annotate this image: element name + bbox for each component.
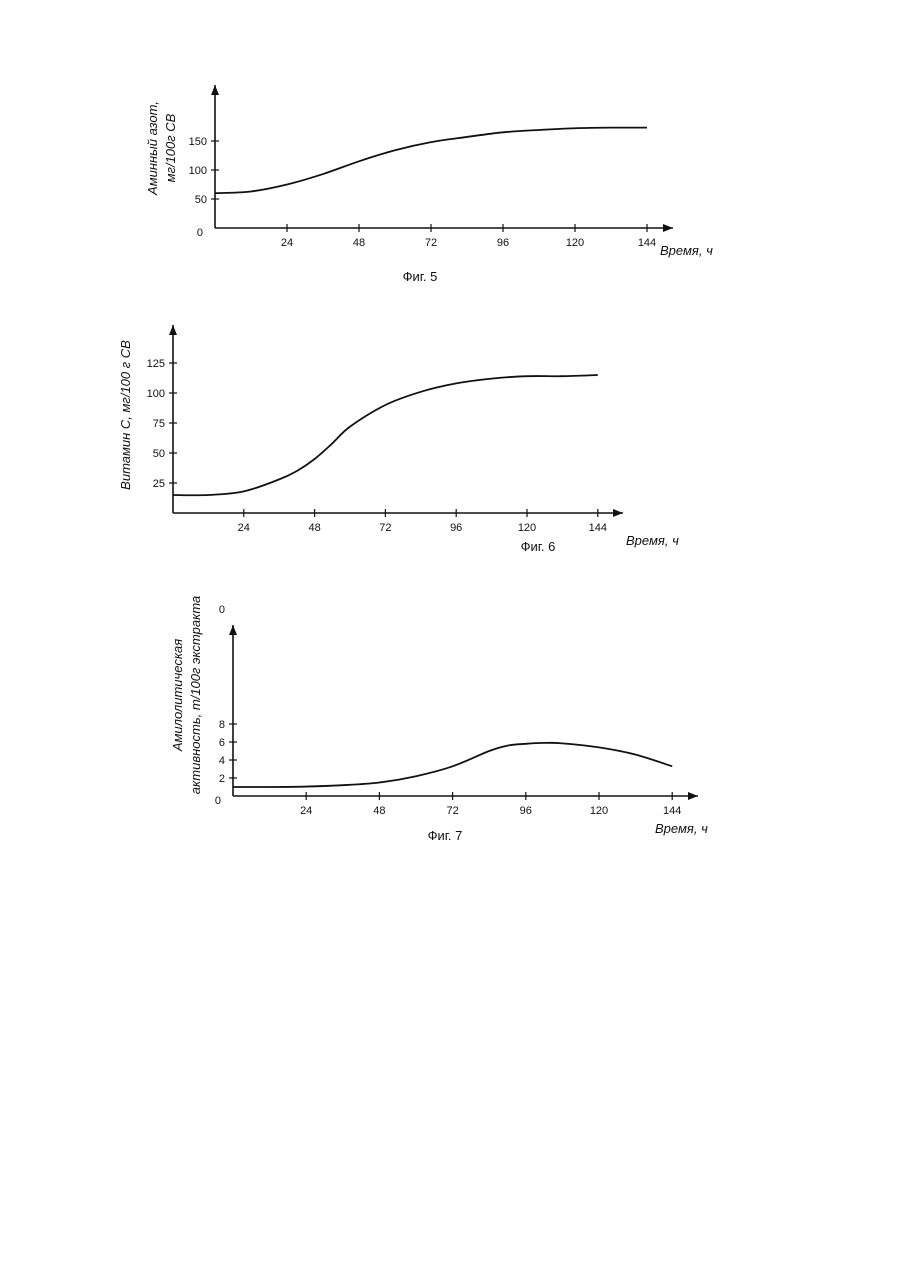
- series-line: [173, 375, 598, 495]
- y-tick-label: 8: [219, 719, 225, 731]
- figure-caption: Фиг. 6: [521, 539, 556, 554]
- x-tick-label: 144: [663, 805, 681, 817]
- origin-label: 0: [197, 227, 203, 239]
- chart-fig7: 24487296120144246800Время, чФиг. 7Амилол…: [145, 575, 745, 855]
- x-tick-label: 24: [238, 522, 250, 534]
- series-line: [233, 743, 672, 787]
- figure-6: 24 48 72 96 120 144 25 50 75 100 125 Время, ч Фиг. 6…: [108, 305, 773, 555]
- y-tick-label: 150: [189, 136, 207, 148]
- y-axis-label-line2: активность, т/100г экстракта: [188, 596, 203, 795]
- chart-fig6: 24 48 72 96 120 144 25 50 75 100 125 Время, ч Фиг. 6…: [108, 305, 773, 555]
- x-tick-label: 48: [373, 805, 385, 817]
- y-tick-label: 125: [147, 358, 165, 370]
- x-tick-label: 96: [497, 237, 509, 249]
- figure-5: 24 48 72 96 120 144 50 100 150 0 Время, ч Фиг. 5 Ами…: [120, 60, 740, 290]
- origin-label: 0: [215, 795, 221, 807]
- y-tick-label: 100: [147, 388, 165, 400]
- y-tick-label: 50: [153, 448, 165, 460]
- y-axis-label-line1: Амилолитическая: [170, 639, 185, 752]
- y-tick-label: 100: [189, 165, 207, 177]
- y-tick-label: 75: [153, 418, 165, 430]
- y-axis-arrow: [169, 325, 177, 335]
- x-tick-label: 120: [566, 237, 584, 249]
- figure-caption: Фиг. 7: [428, 828, 463, 843]
- y-axis-arrow: [229, 625, 237, 635]
- chart-fig5: 24 48 72 96 120 144 50 100 150 0 Время, ч Фиг. 5 Ами…: [120, 60, 740, 290]
- y-axis-label-group: Амилолитическаяактивность, т/100г экстра…: [170, 596, 203, 795]
- x-tick-label: 144: [589, 522, 607, 534]
- x-tick-label: 72: [446, 805, 458, 817]
- x-axis-arrow: [663, 224, 673, 232]
- y-axis-label: Витамин С, мг/100 г СВ: [118, 340, 133, 490]
- y-tick-label: 25: [153, 478, 165, 490]
- x-axis-arrow: [613, 509, 623, 517]
- y-axis-label-line1: Аминный азот,: [145, 101, 160, 196]
- x-tick-label: 72: [425, 237, 437, 249]
- x-tick-label: 120: [518, 522, 536, 534]
- series-line: [215, 128, 647, 194]
- y-axis-label-group: Витамин С, мг/100 г СВ: [118, 340, 133, 490]
- x-tick-label: 120: [590, 805, 608, 817]
- y-axis-arrow: [211, 85, 219, 95]
- x-tick-label: 96: [520, 805, 532, 817]
- x-tick-label: 24: [300, 805, 312, 817]
- x-tick-label: 48: [353, 237, 365, 249]
- x-axis-arrow: [688, 792, 698, 800]
- y-tick-label: 50: [195, 194, 207, 206]
- x-axis-label: Время, ч: [626, 533, 679, 548]
- y-tick-label: 2: [219, 773, 225, 785]
- figure-7: 24487296120144246800Время, чФиг. 7Амилол…: [145, 575, 745, 855]
- x-tick-label: 48: [308, 522, 320, 534]
- y-tick-label: 6: [219, 737, 225, 749]
- y-tick-label: 4: [219, 755, 225, 767]
- top-label: 0: [219, 604, 225, 616]
- x-axis-label: Время, ч: [660, 243, 713, 258]
- x-tick-label: 96: [450, 522, 462, 534]
- y-axis-label-line2: мг/100г СВ: [163, 113, 178, 182]
- x-axis-label: Время, ч: [655, 821, 708, 836]
- figure-caption: Фиг. 5: [403, 269, 438, 284]
- x-tick-label: 24: [281, 237, 293, 249]
- y-axis-label-group: Аминный азот,мг/100г СВ: [145, 101, 178, 196]
- x-tick-label: 72: [379, 522, 391, 534]
- x-tick-label: 144: [638, 237, 656, 249]
